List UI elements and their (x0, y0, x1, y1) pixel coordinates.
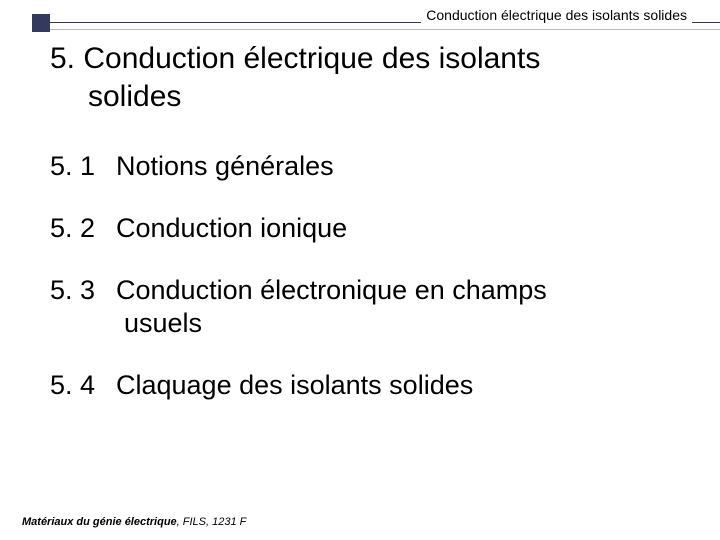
toc-number: 5. 3 (50, 274, 116, 308)
footer-suffix: , FILS, 1231 F (177, 516, 247, 528)
title-text-line1: Conduction électrique des isolants (83, 42, 540, 75)
toc-number: 5. 2 (50, 212, 116, 246)
header-rule-light (50, 29, 720, 30)
toc-item: 5. 1Notions générales (50, 150, 690, 184)
toc-label: Conduction ionique (116, 213, 347, 243)
running-title: Conduction électrique des isolants solid… (421, 7, 692, 23)
header-bullet-marker (32, 14, 50, 32)
slide-header: Conduction électrique des isolants solid… (0, 12, 720, 34)
title-number: 5. (50, 40, 75, 78)
footer-course: Matériaux du génie électrique (22, 516, 177, 528)
slide-title: 5. Conduction électrique des isolants so… (50, 40, 680, 115)
title-text-line2: solides (88, 80, 181, 113)
toc-label: Conduction électronique en champs (116, 275, 547, 305)
slide-footer: Matériaux du génie électrique, FILS, 123… (22, 516, 246, 528)
toc-item: 5. 2Conduction ionique (50, 212, 690, 246)
toc-number: 5. 1 (50, 150, 116, 184)
table-of-contents: 5. 1Notions générales 5. 2Conduction ion… (50, 150, 690, 431)
toc-item: 5. 4Claquage des isolants solides (50, 369, 690, 403)
toc-label: Notions générales (116, 151, 334, 181)
toc-label-line2: usuels (124, 308, 202, 338)
toc-label: Claquage des isolants solides (116, 370, 473, 400)
toc-number: 5. 4 (50, 369, 116, 403)
toc-item: 5. 3Conduction électronique en champs us… (50, 274, 690, 342)
